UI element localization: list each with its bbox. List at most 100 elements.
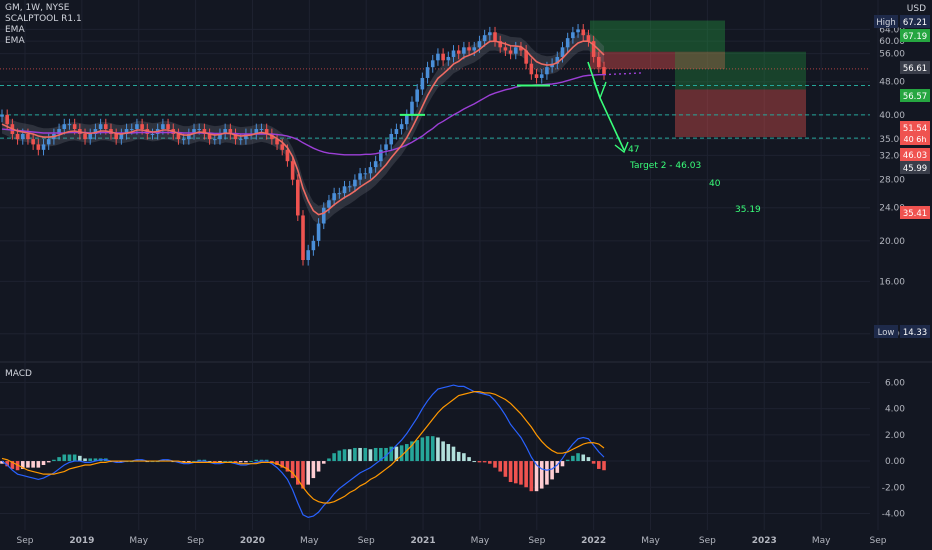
macd-histogram-bar bbox=[275, 461, 279, 465]
macd-histogram-bar bbox=[332, 453, 336, 462]
macd-histogram-bar bbox=[576, 453, 580, 462]
time-tick-label: May bbox=[641, 536, 660, 546]
macd-histogram-bar bbox=[62, 454, 67, 462]
candle-body bbox=[462, 47, 466, 54]
candle-body bbox=[301, 215, 305, 261]
macd-histogram-bar bbox=[83, 458, 87, 462]
macd-histogram-bar bbox=[555, 461, 560, 473]
candle-body bbox=[571, 32, 575, 39]
indicator-ema-2[interactable]: EMA bbox=[5, 36, 25, 46]
macd-histogram-bar bbox=[368, 449, 373, 462]
macd-histogram-bar bbox=[10, 461, 15, 469]
macd-histogram-bar bbox=[446, 444, 451, 462]
macd-histogram-bar bbox=[560, 461, 565, 467]
price-label-box bbox=[900, 89, 930, 102]
price-axis[interactable]: 12.0016.0020.0024.0028.0032.0035.0040.00… bbox=[874, 15, 930, 519]
candle-body bbox=[342, 186, 347, 194]
candle-body bbox=[270, 134, 274, 140]
candle-body bbox=[363, 173, 368, 175]
price-tick-label: 64.00 bbox=[879, 25, 905, 35]
price-label-box bbox=[900, 325, 930, 338]
candle-body bbox=[238, 139, 243, 141]
macd-histogram-bar bbox=[363, 447, 368, 462]
macd-legend[interactable]: MACD bbox=[5, 369, 32, 379]
macd-histogram-bar bbox=[467, 457, 471, 462]
macd-histogram-bar bbox=[88, 458, 93, 462]
macd-histogram-bar bbox=[233, 461, 238, 463]
candle-body bbox=[62, 124, 67, 130]
macd-histogram-bar bbox=[529, 461, 534, 492]
candle-body bbox=[83, 134, 87, 140]
arrow-chevron-down-icon bbox=[593, 81, 607, 100]
symbol-title[interactable]: GM, 1W, NYSE bbox=[5, 3, 70, 13]
candle-body bbox=[114, 134, 118, 140]
macd-histogram-bar bbox=[72, 454, 77, 462]
macd-histogram-bar bbox=[462, 453, 466, 462]
macd-histogram-bar bbox=[456, 451, 461, 462]
candle-body bbox=[223, 129, 227, 135]
candle-body bbox=[20, 134, 25, 140]
candle-body bbox=[581, 29, 586, 36]
ema-slow-line bbox=[1, 73, 604, 156]
ema-band bbox=[2, 32, 604, 224]
candle-body bbox=[467, 47, 471, 51]
candle-body bbox=[0, 114, 4, 117]
indicator-scalptool[interactable]: SCALPTOOL R1.1 bbox=[5, 14, 82, 24]
candle-body bbox=[399, 124, 404, 130]
price-tick-label: 56.00 bbox=[879, 50, 905, 60]
macd-histogram-bar bbox=[425, 436, 430, 462]
indicator-ema-1[interactable]: EMA bbox=[5, 25, 25, 35]
candle-body bbox=[187, 134, 191, 140]
candle-body bbox=[379, 149, 383, 162]
macd-histogram-bar bbox=[176, 461, 181, 463]
candle-body bbox=[347, 186, 352, 188]
macd-histogram-bar bbox=[26, 461, 30, 468]
macd-histogram-bar bbox=[20, 461, 25, 469]
level-annotation: 40 bbox=[709, 179, 721, 189]
candle-body bbox=[503, 47, 508, 51]
candle-body bbox=[218, 134, 222, 140]
time-tick-label: Sep bbox=[17, 536, 34, 546]
candle-body bbox=[150, 134, 155, 136]
level-annotation: Target 2 - 46.03 bbox=[629, 161, 701, 171]
macd-histogram-bar bbox=[202, 459, 207, 462]
macd-histogram-bar bbox=[503, 461, 508, 477]
candle-body bbox=[228, 129, 233, 135]
macd-tick-label: -2.00 bbox=[882, 483, 906, 493]
macd-histogram-bar bbox=[415, 440, 419, 462]
macd-histogram-bar bbox=[545, 461, 549, 485]
candle-body bbox=[358, 173, 362, 180]
macd-histogram-bar bbox=[508, 461, 513, 483]
macd-histogram-bar bbox=[373, 447, 378, 462]
stop-zone-1 bbox=[590, 51, 725, 69]
time-tick-label: 2023 bbox=[752, 536, 777, 546]
price-label-box bbox=[900, 29, 930, 42]
macd-pane[interactable] bbox=[0, 384, 606, 519]
price-label-value: 35.41 bbox=[903, 209, 927, 219]
time-tick-label: May bbox=[300, 536, 319, 546]
macd-histogram-bar bbox=[565, 459, 570, 462]
macd-histogram-bar bbox=[602, 461, 606, 471]
price-label-box bbox=[900, 15, 930, 28]
stop-zone-2 bbox=[675, 89, 806, 138]
price-tick-label: 20.00 bbox=[879, 237, 905, 247]
macd-histogram-bar bbox=[410, 441, 414, 462]
risk-reward-zones bbox=[590, 20, 806, 138]
candle-body bbox=[591, 41, 596, 57]
price-pane[interactable] bbox=[0, 24, 645, 266]
candle-body bbox=[181, 139, 186, 141]
macd-histogram-bar bbox=[404, 444, 409, 462]
candle-body bbox=[560, 47, 565, 57]
time-tick-label: Sep bbox=[870, 536, 887, 546]
candle-body bbox=[41, 144, 46, 150]
candle-body bbox=[415, 89, 419, 102]
time-axis[interactable]: Sep 2019 May Sep 2020 May Sep 2021 May Sep 2022 May… bbox=[17, 536, 887, 546]
candle-body bbox=[212, 139, 217, 141]
price-label-value: 67.21 bbox=[903, 18, 927, 28]
price-label-box bbox=[900, 206, 930, 219]
price-label-countdown: 40 6h bbox=[904, 135, 927, 144]
candle-body bbox=[545, 67, 549, 75]
candle-body bbox=[296, 179, 300, 216]
macd-tick-label: 2.00 bbox=[885, 431, 905, 441]
